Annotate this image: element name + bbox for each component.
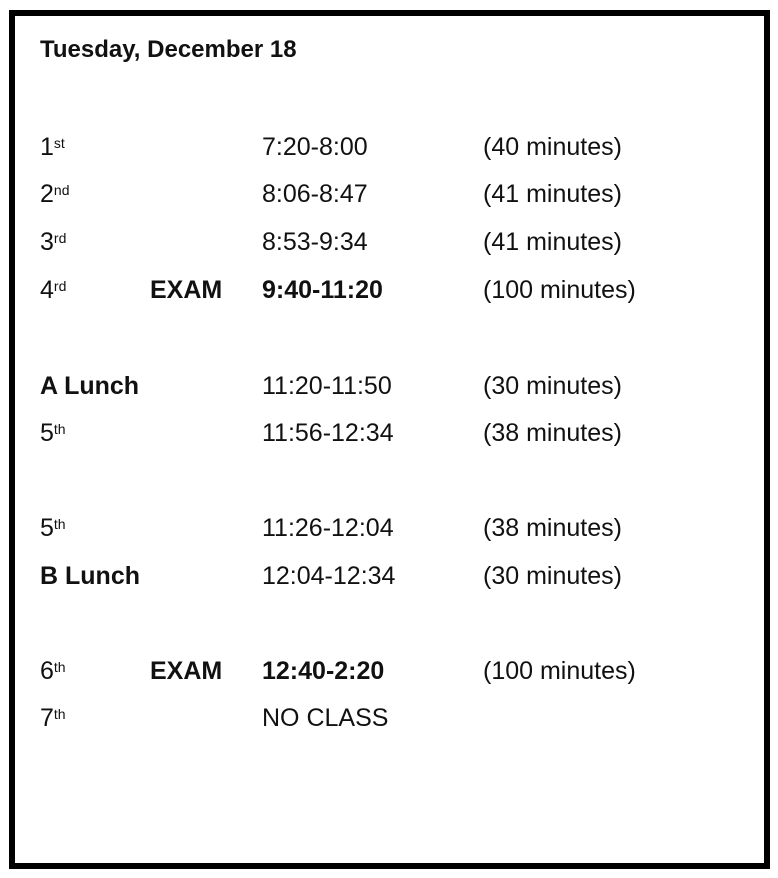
period-label: 3 — [40, 228, 54, 256]
ordinal-suffix: th — [53, 516, 66, 532]
time-range: 12:40-2:20 — [262, 657, 385, 685]
period-cell: 5th — [40, 417, 66, 449]
ordinal-suffix: nd — [53, 182, 70, 198]
period-label: 5 — [40, 419, 54, 447]
time-range: 7:20-8:00 — [262, 133, 368, 161]
period-label: 2 — [40, 180, 54, 208]
period-label: A Lunch — [40, 372, 140, 400]
time-range: 12:04-12:34 — [262, 562, 396, 590]
period-cell: 3rd — [40, 226, 66, 258]
period-cell: 6th — [40, 655, 66, 687]
exam-label: EXAM — [150, 276, 223, 304]
schedule-row: 2nd 8:06-8:47 (41 minutes) — [0, 178, 778, 210]
period-cell: A Lunch — [40, 370, 139, 402]
ordinal-suffix: th — [53, 659, 66, 675]
schedule-row: 3rd 8:53-9:34 (41 minutes) — [0, 226, 778, 258]
time-range: NO CLASS — [262, 704, 389, 732]
time-range: 11:56-12:34 — [262, 419, 394, 447]
period-label: 7 — [40, 704, 54, 732]
duration: (41 minutes) — [483, 180, 622, 208]
ordinal-suffix: rd — [53, 278, 67, 294]
time-range: 9:40-11:20 — [262, 276, 383, 304]
ordinal-suffix: th — [53, 421, 66, 437]
schedule-frame — [9, 10, 770, 869]
period-cell: 5th — [40, 512, 66, 544]
period-cell: 2nd — [40, 178, 69, 210]
time-range: 11:20-11:50 — [262, 372, 392, 400]
ordinal-suffix: st — [53, 135, 65, 151]
period-label: 5 — [40, 514, 54, 542]
duration: (30 minutes) — [483, 562, 622, 590]
time-range: 8:53-9:34 — [262, 228, 368, 256]
schedule-row: 4rd EXAM 9:40-11:20 (100 minutes) — [0, 274, 778, 306]
period-cell: 4rd — [40, 274, 66, 306]
period-cell: 1st — [40, 131, 65, 163]
schedule-row: 6th EXAM 12:40-2:20 (100 minutes) — [0, 655, 778, 687]
schedule-row: 5th 11:26-12:04 (38 minutes) — [0, 512, 778, 544]
ordinal-suffix: th — [53, 706, 66, 722]
duration: (100 minutes) — [483, 276, 636, 304]
period-cell: 7th — [40, 702, 66, 734]
schedule-row: A Lunch 11:20-11:50 (30 minutes) — [0, 370, 778, 402]
schedule-title: Tuesday, December 18 — [40, 36, 297, 63]
schedule-row: 1st 7:20-8:00 (40 minutes) — [0, 131, 778, 163]
period-cell: B Lunch — [40, 560, 140, 592]
schedule-row: B Lunch 12:04-12:34 (30 minutes) — [0, 560, 778, 592]
duration: (38 minutes) — [483, 419, 622, 447]
time-range: 11:26-12:04 — [262, 514, 394, 542]
period-label: 4 — [40, 276, 54, 304]
time-range: 8:06-8:47 — [262, 180, 368, 208]
duration: (40 minutes) — [483, 133, 622, 161]
period-label: 1 — [40, 133, 54, 161]
duration: (30 minutes) — [483, 372, 622, 400]
period-label: 6 — [40, 657, 54, 685]
duration: (100 minutes) — [483, 657, 636, 685]
duration: (38 minutes) — [483, 514, 622, 542]
ordinal-suffix: rd — [53, 230, 67, 246]
period-label: B Lunch — [40, 562, 140, 590]
duration: (41 minutes) — [483, 228, 622, 256]
schedule-row: 7th NO CLASS — [0, 702, 778, 734]
schedule-row: 5th 11:56-12:34 (38 minutes) — [0, 417, 778, 449]
exam-label: EXAM — [150, 657, 223, 685]
